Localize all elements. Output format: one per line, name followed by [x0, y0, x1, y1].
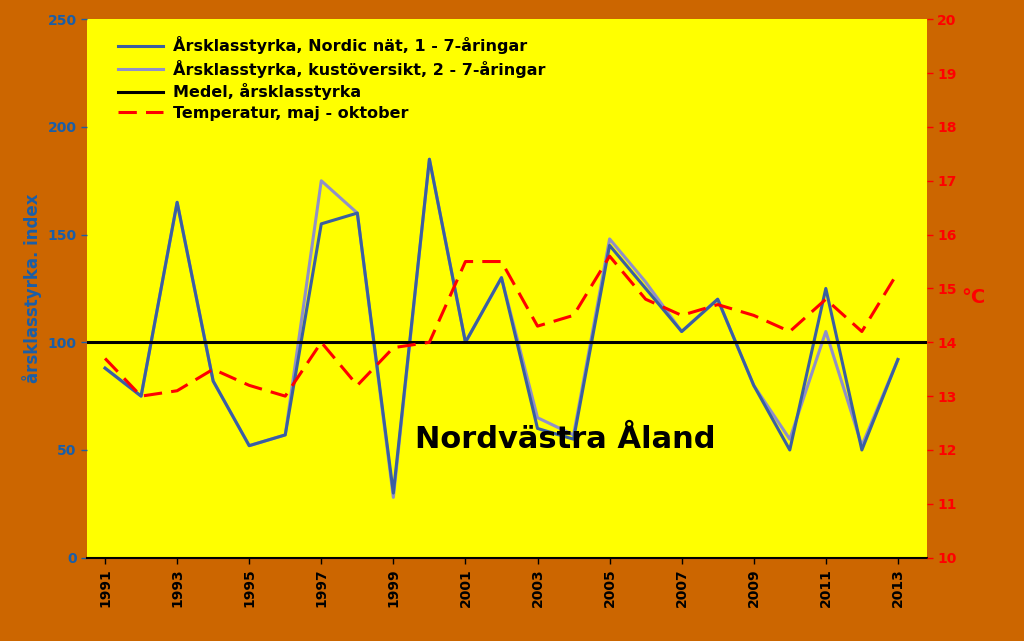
Y-axis label: årsklasstyrka. index: årsklasstyrka. index	[22, 194, 42, 383]
Legend: Årsklasstyrka, Nordic nät, 1 - 7-åringar, Årsklasstyrka, kustöversikt, 2 - 7-åri: Årsklasstyrka, Nordic nät, 1 - 7-åringar…	[112, 30, 551, 128]
Y-axis label: °C: °C	[962, 288, 985, 308]
Text: Nordvästra Åland: Nordvästra Åland	[416, 425, 716, 454]
